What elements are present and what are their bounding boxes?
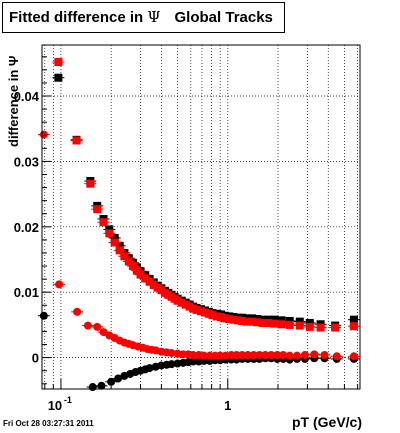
- data-point-circle: [39, 130, 48, 139]
- x-tick-label: 1: [224, 398, 231, 413]
- plot-frame: [41, 44, 361, 390]
- red-circle-series: [37, 130, 360, 361]
- data-point-circle: [83, 321, 92, 330]
- data-point-square: [145, 277, 154, 286]
- y-tick-label: 0.04: [14, 89, 40, 104]
- data-point-square: [196, 307, 205, 316]
- data-point-square: [233, 316, 242, 325]
- x-tick-exponent: -1: [64, 395, 72, 405]
- data-point-square: [305, 322, 314, 331]
- data-point-circle: [73, 307, 82, 316]
- data-point-circle: [320, 350, 329, 359]
- data-point-square: [54, 58, 63, 67]
- data-point-square: [248, 317, 257, 326]
- data-point-circle: [114, 374, 123, 383]
- black-square-series: [52, 73, 360, 330]
- timestamp: Fri Oct 28 03:27:31 2011: [3, 419, 94, 428]
- data-point-square: [295, 321, 304, 330]
- data-point-square: [229, 315, 238, 324]
- y-axis-label: difference in Ψ: [6, 56, 21, 147]
- data-point-square: [136, 270, 145, 279]
- data-point-circle: [55, 280, 64, 289]
- data-point-square: [264, 318, 273, 327]
- data-point-circle: [88, 383, 97, 392]
- data-point-square: [93, 205, 102, 214]
- data-point-square: [316, 323, 325, 332]
- data-point-square: [212, 312, 221, 321]
- y-tick-label: 0: [32, 351, 39, 366]
- data-point-circle: [145, 364, 154, 373]
- data-point-square: [54, 73, 63, 82]
- data-point-circle: [167, 349, 176, 358]
- chart-title: Fitted difference in Ψ Global Tracks: [2, 2, 285, 33]
- data-point-circle: [310, 350, 319, 359]
- data-point-square: [331, 323, 340, 332]
- data-point-square: [72, 136, 81, 145]
- data-point-circle: [97, 381, 106, 390]
- grid-lines: [42, 45, 360, 389]
- data-point-square: [99, 218, 108, 227]
- data-point-circle: [332, 352, 341, 361]
- data-point-square: [349, 315, 358, 324]
- data-point-circle: [167, 360, 176, 369]
- data-point-square: [238, 316, 247, 325]
- psi-symbol: Ψ: [147, 8, 161, 26]
- y-tick-label: 0.02: [14, 220, 39, 235]
- data-point-square: [86, 179, 95, 188]
- data-point-square: [141, 274, 150, 283]
- x-tick-label: 10: [48, 398, 62, 413]
- y-tick-label: 0.01: [14, 285, 39, 300]
- data-point-square: [192, 305, 201, 314]
- title-suffix: Global Tracks: [174, 9, 273, 26]
- tick-labels: 0 0.01 0.02 0.03 0.04 10 -1 1: [14, 89, 232, 413]
- red-square-series: [52, 58, 360, 332]
- data-point-square: [110, 233, 119, 242]
- data-point-square: [105, 229, 114, 238]
- data-point-square: [115, 241, 124, 250]
- data-point-circle: [93, 322, 102, 331]
- data-point-square: [220, 314, 229, 323]
- data-point-square: [225, 315, 234, 324]
- data-point-circle: [300, 350, 309, 359]
- data-point-square: [124, 257, 133, 266]
- data-point-square: [128, 262, 137, 271]
- data-point-square: [208, 311, 217, 320]
- data-point-square: [253, 318, 262, 327]
- data-point-square: [277, 320, 286, 329]
- data-point-square: [110, 238, 119, 247]
- data-point-circle: [279, 350, 288, 359]
- data-point-square: [349, 322, 358, 331]
- data-point-square: [285, 320, 294, 329]
- data-point-square: [115, 246, 124, 255]
- data-point-circle: [99, 328, 108, 337]
- data-point-square: [120, 252, 129, 261]
- data-point-circle: [349, 352, 358, 361]
- data-point-circle: [285, 351, 294, 360]
- data-point-square: [173, 296, 182, 305]
- x-axis-label: pT (GeV/c): [292, 414, 362, 430]
- data-point-circle: [267, 350, 276, 359]
- title-prefix: Fitted difference in: [9, 9, 148, 26]
- data-point-circle: [107, 377, 116, 386]
- y-tick-label: 0.03: [14, 154, 39, 169]
- data-markers: [37, 58, 360, 392]
- data-point-circle: [293, 351, 302, 360]
- data-point-square: [270, 319, 279, 328]
- axis-ticks: [42, 56, 359, 389]
